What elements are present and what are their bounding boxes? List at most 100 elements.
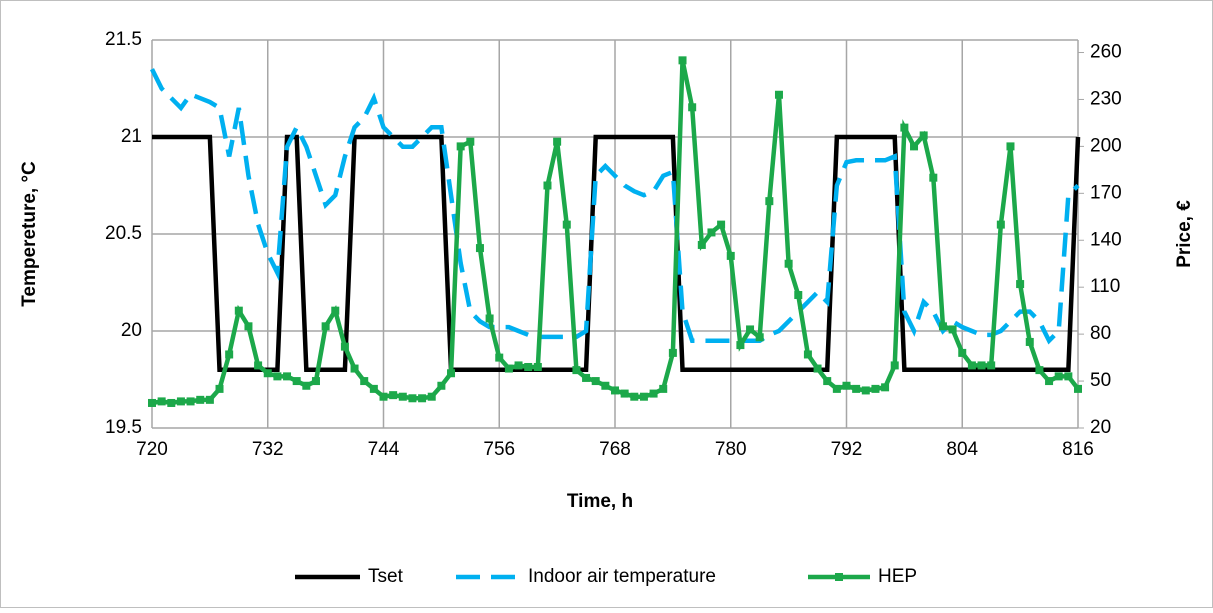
y-tick-label: 21 [121,126,142,147]
point [1054,372,1063,381]
point [774,90,783,99]
point [1035,366,1044,375]
y2-tick-label: 50 [1090,370,1111,391]
point [196,395,205,404]
point [639,392,648,401]
legend-label: HEP [878,566,917,587]
point [562,220,571,229]
x-tick-label: 780 [715,439,747,460]
point [755,333,764,342]
point [379,392,388,401]
point [437,381,446,390]
point [572,366,581,375]
point [514,361,523,370]
x-tick-label: 804 [946,439,978,460]
point [350,364,359,373]
point [263,369,272,378]
point [148,398,156,407]
point [495,353,504,362]
point [890,361,899,370]
point [167,398,176,407]
legend-label: Tset [368,566,404,587]
point [254,361,263,370]
point [987,361,996,370]
point [321,322,330,331]
point [533,362,542,371]
point [369,384,378,393]
y2-tick-label: 200 [1090,135,1122,156]
y2-tick-label: 170 [1090,182,1122,203]
point [360,377,369,386]
y2-tick-label: 230 [1090,88,1122,109]
point [967,361,976,370]
point [977,361,986,370]
point [697,240,706,249]
y-tick-label: 20.5 [105,223,142,244]
point [688,103,697,112]
point [292,377,301,386]
point [389,391,398,400]
point [331,306,340,315]
point [456,142,465,151]
point [582,373,591,382]
series-line [149,68,1080,345]
point [504,364,513,373]
series-line [152,134,1081,373]
point [215,384,224,393]
point [225,350,234,359]
point [398,392,407,401]
point [832,384,841,393]
x-tick-label: 720 [136,439,168,460]
point [543,181,552,190]
legend-label: Indoor air temperature [528,566,716,587]
point [1016,280,1025,289]
point [649,389,658,398]
point [871,384,880,393]
y2-tick-label: 140 [1090,229,1122,250]
point [784,259,793,268]
point [938,322,947,331]
y2-axis-title: Price, € [1174,200,1195,268]
point [311,377,320,386]
point [475,244,484,253]
point [601,381,610,390]
y-tick-label: 19.5 [105,417,142,438]
point [842,381,851,390]
point [553,137,562,146]
point [1045,377,1054,386]
point [948,325,957,334]
point [427,392,436,401]
point [157,397,166,406]
x-tick-label: 816 [1062,439,1094,460]
y-tick-label: 21.5 [105,29,142,50]
x-axis-title: Time, h [567,491,633,512]
point [447,369,456,378]
point [726,251,735,260]
point [958,348,967,357]
point [485,314,494,323]
point [900,123,909,132]
point [1074,384,1082,393]
y2-tick-label: 80 [1090,323,1111,344]
point [717,220,726,229]
point [823,377,832,386]
x-tick-label: 756 [483,439,515,460]
point [273,372,282,381]
point [861,386,870,395]
point [234,306,243,315]
point [659,384,668,393]
point [620,389,629,398]
point [919,131,928,140]
point [881,383,890,392]
point [205,395,214,404]
y-axis-title: Tempereture, °C [19,161,40,307]
x-tick-label: 792 [831,439,863,460]
point [736,341,745,350]
point [668,348,677,357]
point [707,228,716,237]
point [765,197,774,206]
point [1064,372,1073,381]
point [408,394,417,403]
point [176,397,185,406]
